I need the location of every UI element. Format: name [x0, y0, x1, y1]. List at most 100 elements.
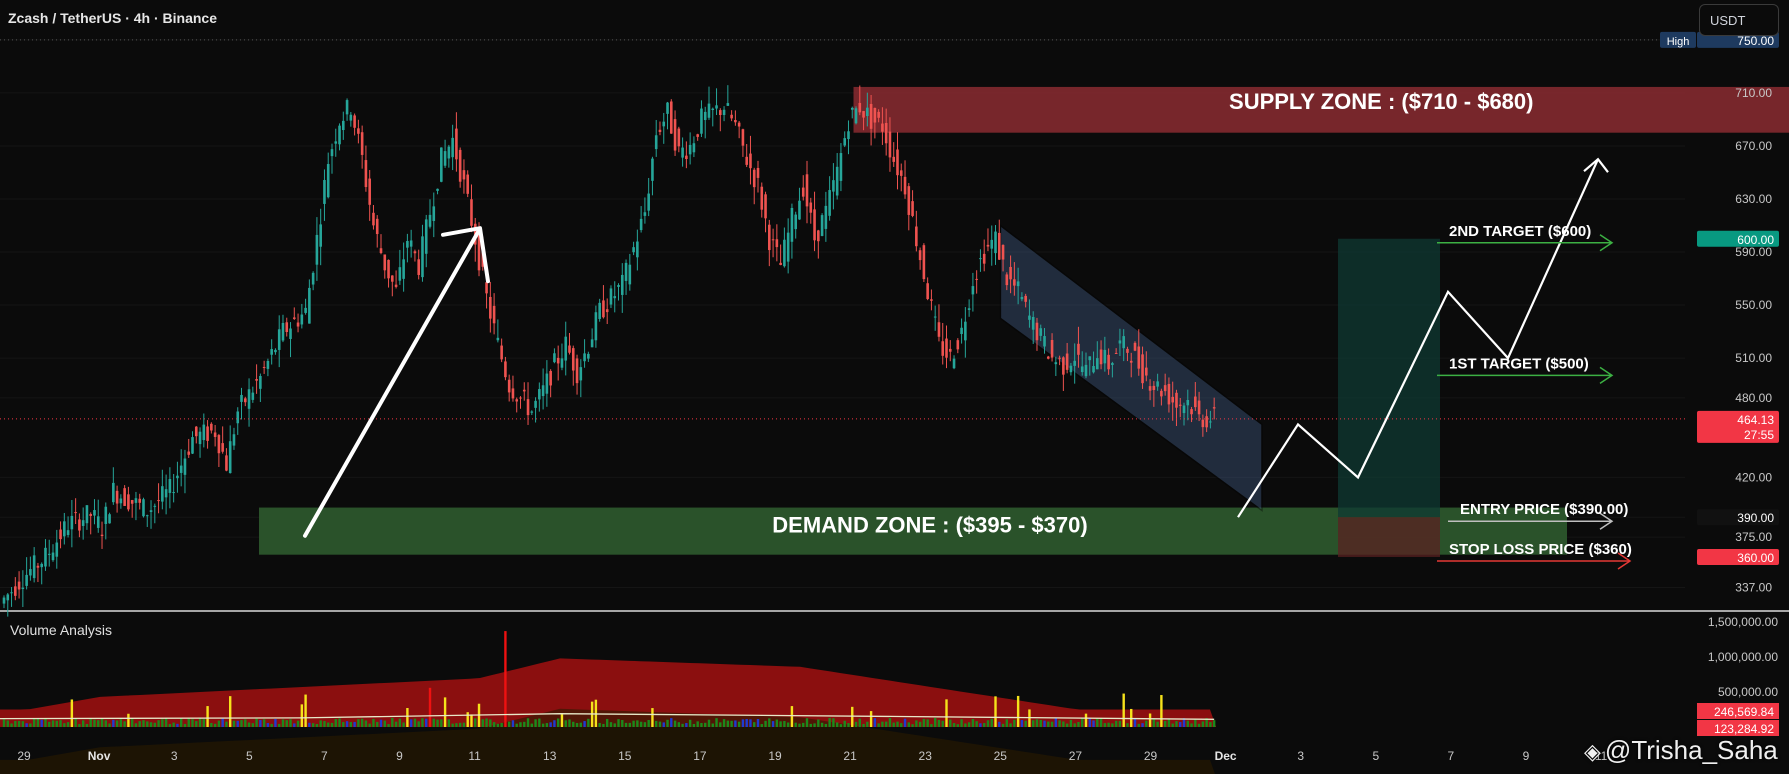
candle-body [707, 103, 711, 118]
volume-bar [873, 718, 877, 727]
projection-path [1237, 158, 1600, 518]
target-label: ENTRY PRICE ($390.00) [1460, 501, 1628, 518]
volume-bar [164, 718, 168, 727]
volume-bar [704, 722, 707, 727]
candle-body [556, 357, 560, 364]
volume-bar [2, 719, 6, 727]
volume-bar [930, 724, 933, 727]
candle-body [997, 232, 1001, 260]
candle-body [507, 379, 511, 393]
candle-body [1005, 274, 1009, 286]
volume-badge: 246,569.84 [1714, 705, 1774, 719]
volume-bar [104, 720, 107, 727]
candle-body [1194, 396, 1197, 408]
volume-bar [100, 718, 104, 727]
volume-bar [217, 720, 221, 727]
candle-body [1114, 353, 1118, 355]
candle-body [541, 385, 545, 397]
candle-body [10, 592, 13, 594]
volume-bar [259, 720, 262, 727]
candle-body [960, 327, 963, 335]
candle-body [786, 232, 790, 262]
volume-bar [81, 720, 85, 727]
volume-bar [756, 719, 760, 727]
candle-body [752, 169, 756, 188]
candle-body [790, 207, 794, 242]
candle-body [982, 253, 986, 264]
volume-bar [225, 721, 228, 727]
volume-axis-tick: 500,000.00 [1718, 685, 1778, 699]
volume-bar [888, 717, 892, 727]
currency-button[interactable]: USDT [1699, 4, 1779, 36]
volume-bar [413, 718, 417, 727]
candle-body [240, 394, 243, 402]
volume-bar [387, 724, 390, 727]
volume-bar [651, 708, 654, 727]
volume-bar [48, 721, 51, 727]
volume-bar [1148, 713, 1152, 727]
candle-body [330, 149, 334, 157]
volume-bar [606, 718, 609, 727]
candle-body [462, 170, 466, 180]
candle-body [66, 530, 70, 535]
candle-body [990, 239, 994, 249]
candle-body [519, 397, 522, 399]
candle-body [500, 345, 503, 360]
watermark-text: @Trisha_Saha [1604, 735, 1778, 765]
volume-bar [1096, 718, 1099, 727]
volume-bar [78, 724, 81, 727]
candle-body [417, 259, 420, 275]
candle-body [722, 109, 726, 115]
volume-bar [998, 721, 1001, 727]
candle-body [44, 547, 47, 567]
candle-body [534, 400, 537, 408]
volume-bar [545, 723, 549, 727]
candle-body [1028, 315, 1031, 320]
volume-bar [1005, 719, 1009, 727]
volume-bar [1020, 720, 1024, 727]
candle-body [334, 141, 338, 144]
volume-bar [945, 699, 948, 727]
time-axis-tick: 11 [1595, 749, 1608, 763]
candle-body [357, 128, 360, 134]
candle-body [164, 489, 168, 498]
candle-body [432, 206, 436, 221]
candle-body [149, 510, 153, 513]
candle-body [1020, 296, 1024, 300]
candle-body [609, 288, 613, 305]
volume-bar [575, 723, 579, 727]
volume-bar [760, 724, 763, 727]
candle-body [213, 432, 217, 437]
volume-bar [1069, 719, 1073, 727]
volume-bar [1062, 721, 1065, 727]
candle-body [119, 498, 123, 504]
volume-bar [1024, 720, 1027, 727]
candle-body [933, 316, 937, 318]
volume-bar [289, 719, 292, 727]
candle-body [824, 205, 828, 229]
volume-bar [338, 718, 341, 727]
volume-bar [572, 721, 575, 727]
volume-bar [406, 708, 409, 727]
loss-area [1338, 517, 1440, 557]
volume-bar [688, 719, 692, 727]
volume-bar [768, 718, 771, 727]
candle-body [281, 322, 285, 341]
candle-body [413, 251, 417, 254]
candle-body [394, 284, 398, 287]
candle-body [360, 132, 364, 155]
candle-body [100, 534, 104, 537]
candle-body [711, 108, 715, 110]
volume-bar [1205, 718, 1208, 727]
volume-bar [990, 718, 993, 727]
volume-bar [10, 723, 13, 727]
candle-body [421, 236, 424, 278]
candle-body [930, 299, 933, 301]
time-axis-tick: Dec [1215, 749, 1237, 763]
volume-bar [138, 721, 141, 727]
volume-bar [59, 720, 62, 727]
candle-body [598, 302, 601, 319]
candle-body [896, 149, 899, 176]
candle-body [511, 388, 515, 399]
